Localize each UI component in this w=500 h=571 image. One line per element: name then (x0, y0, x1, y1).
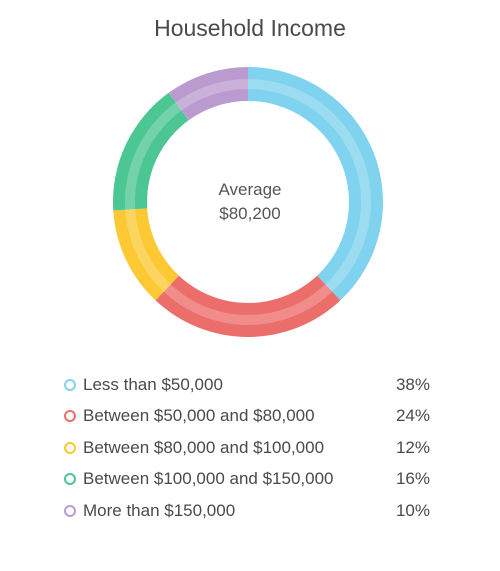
legend-item[interactable]: Less than $50,000 38% (64, 369, 430, 401)
legend-value: 24% (395, 406, 430, 426)
donut-slice[interactable] (248, 67, 383, 301)
legend-value: 38% (395, 374, 430, 394)
center-label-caption: Average (218, 180, 282, 199)
legend-label: Between $80,000 and $100,000 (83, 437, 325, 457)
legend-item[interactable]: Between $80,000 and $100,000 12% (64, 432, 430, 464)
legend-marker-icon (64, 378, 76, 391)
legend-item[interactable]: Between $100,000 and $150,000 16% (64, 464, 430, 496)
legend-value: 12% (395, 437, 430, 457)
legend-label: Between $50,000 and $80,000 (83, 406, 315, 426)
donut-slice[interactable] (155, 275, 341, 338)
legend-label: Between $100,000 and $150,000 (83, 469, 334, 489)
legend-item[interactable]: Between $50,000 and $80,000 24% (64, 401, 430, 433)
legend-label: Less than $50,000 (83, 374, 223, 394)
legend-marker-icon (64, 410, 76, 423)
legend-marker-icon (64, 504, 76, 517)
legend-item[interactable]: More than $150,000 10% (64, 495, 430, 527)
center-label-value: $80,200 (219, 204, 281, 223)
legend-marker-icon (64, 441, 76, 454)
donut-chart (112, 67, 383, 338)
legend-label: More than $150,000 (83, 500, 236, 520)
legend-value: 10% (395, 500, 430, 520)
donut-slice[interactable] (168, 67, 248, 121)
donut-slice[interactable] (112, 92, 189, 211)
chart-legend: Less than $50,000 38% Between $50,000 an… (64, 369, 430, 527)
chart-title: Household Income (154, 15, 346, 41)
donut-highlight (125, 79, 371, 325)
legend-value: 16% (395, 469, 430, 489)
legend-marker-icon (64, 473, 76, 486)
center-label: Average $80,200 (150, 178, 350, 226)
donut-slice[interactable] (113, 208, 179, 301)
